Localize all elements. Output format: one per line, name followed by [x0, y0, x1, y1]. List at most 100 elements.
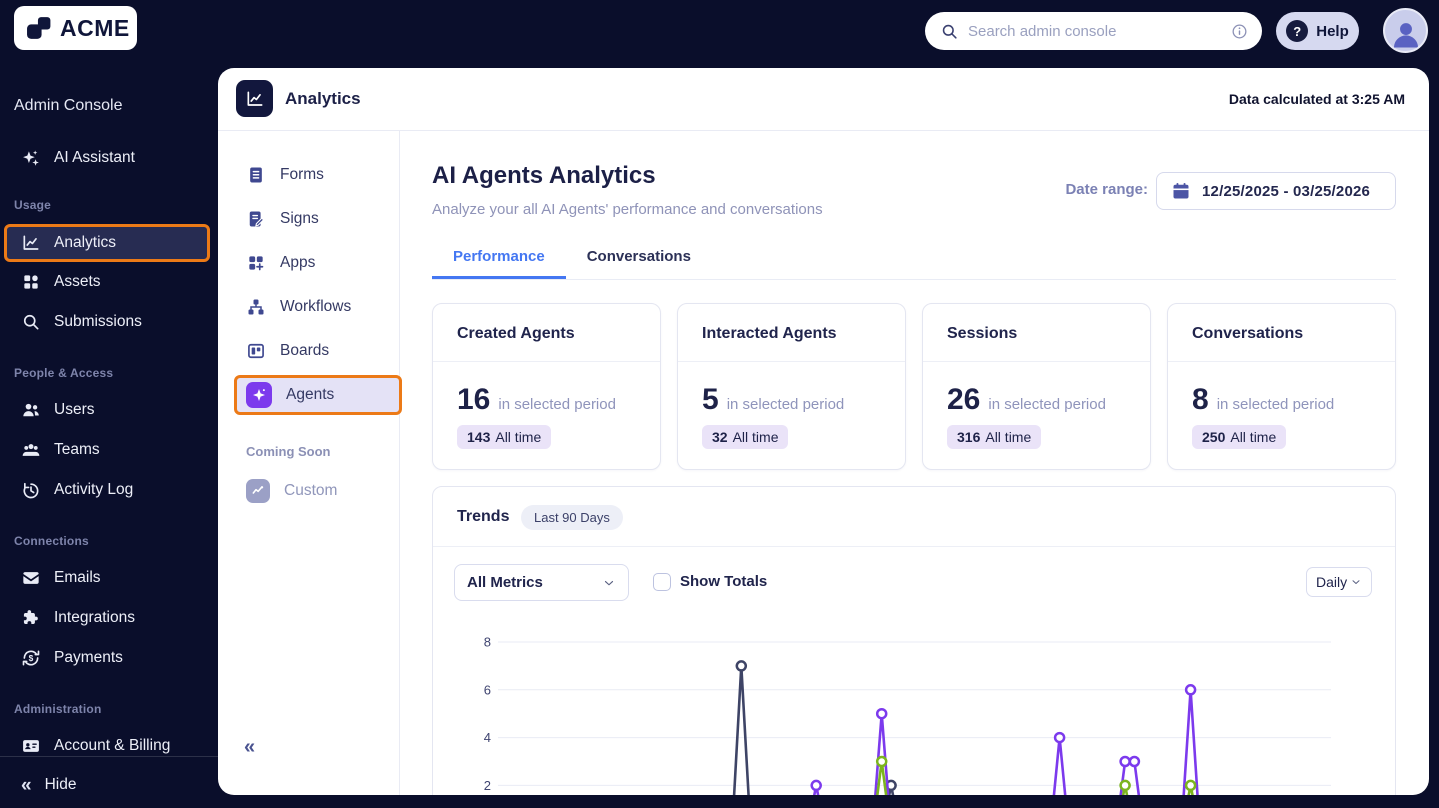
- subnav-item-apps[interactable]: Apps: [234, 244, 394, 282]
- date-range-input[interactable]: 12/25/2025 - 03/25/2026: [1156, 172, 1396, 210]
- card-divider: [923, 361, 1150, 362]
- sidebar-item-ai-assistant[interactable]: AI Assistant: [4, 139, 210, 177]
- sidebar-item-analytics[interactable]: Analytics: [4, 224, 210, 262]
- all-time-label: All time: [985, 429, 1032, 445]
- metric-card-conversations: Conversations 8 in selected period 250 A…: [1167, 303, 1396, 470]
- dollar-cycle-icon: $: [21, 648, 41, 668]
- all-time-label: All time: [1230, 429, 1277, 445]
- sidebar-item-label: Assets: [54, 273, 101, 290]
- interval-select-value: Daily: [1316, 574, 1348, 590]
- all-time-label: All time: [732, 429, 779, 445]
- section-label-connections: Connections: [14, 534, 89, 548]
- show-totals-label: Show Totals: [680, 573, 768, 590]
- avatar[interactable]: [1383, 8, 1428, 53]
- search-bar[interactable]: [925, 12, 1262, 50]
- subnav-item-label: Signs: [280, 210, 319, 227]
- metric-caption: in selected period: [726, 396, 845, 413]
- sidebar-item-label: Teams: [54, 441, 100, 458]
- sidebar-item-emails[interactable]: Emails: [4, 559, 210, 597]
- card-divider: [433, 361, 660, 362]
- sidebar-item-label: Integrations: [54, 609, 135, 626]
- all-time-badge: 250 All time: [1192, 425, 1287, 449]
- kanban-icon: [246, 341, 266, 361]
- collapse-subnav-button[interactable]: «: [244, 736, 256, 758]
- search-input[interactable]: [968, 22, 1221, 40]
- subnav-item-label: Apps: [280, 254, 316, 271]
- metric-card-title: Interacted Agents: [702, 325, 837, 342]
- sidebar-item-integrations[interactable]: Integrations: [4, 599, 210, 637]
- tab-performance[interactable]: Performance: [432, 240, 566, 279]
- calendar-icon: [1171, 181, 1191, 201]
- all-time-value: 316: [957, 429, 981, 445]
- show-totals-checkbox[interactable]: [653, 573, 671, 591]
- all-time-value: 32: [712, 429, 728, 445]
- svg-text:2: 2: [484, 778, 491, 793]
- sidebar-item-label: Account & Billing: [54, 737, 171, 754]
- envelope-icon: [21, 568, 41, 588]
- section-label-administration: Administration: [14, 702, 102, 716]
- metric-card-interacted-agents: Interacted Agents 5 in selected period 3…: [677, 303, 906, 470]
- help-label: Help: [1316, 22, 1349, 40]
- section-label-usage: Usage: [14, 198, 52, 212]
- metrics-select-value: All Metrics: [467, 574, 543, 591]
- double-chevron-left-icon: «: [21, 774, 32, 796]
- subnav-divider: [399, 130, 400, 795]
- sidebar-item-submissions[interactable]: Submissions: [4, 303, 210, 341]
- svg-text:4: 4: [484, 730, 491, 745]
- acme-logo[interactable]: ACME: [14, 6, 137, 50]
- panel-title: Analytics: [285, 89, 361, 108]
- person-icon: [1393, 23, 1418, 48]
- subnav-item-label: Forms: [280, 166, 324, 183]
- main-panel: Analytics Data calculated at 3:25 AM For…: [218, 68, 1429, 795]
- sidebar-item-teams[interactable]: Teams: [4, 431, 210, 469]
- subnav-item-custom[interactable]: Custom: [234, 472, 394, 510]
- search-icon: [940, 22, 959, 41]
- subnav-item-workflows[interactable]: Workflows: [234, 288, 394, 326]
- subnav-item-forms[interactable]: Forms: [234, 156, 394, 194]
- tab-conversations[interactable]: Conversations: [586, 248, 691, 265]
- shapes-icon: [21, 272, 41, 292]
- trends-title: Trends: [457, 508, 510, 525]
- sidebar-item-assets[interactable]: Assets: [4, 263, 210, 301]
- page-subtitle: Analyze your all AI Agents' performance …: [432, 201, 823, 218]
- logo-text: ACME: [60, 14, 130, 41]
- sparkles-icon: [21, 148, 41, 168]
- all-time-badge: 316 All time: [947, 425, 1042, 449]
- subnav-item-agents[interactable]: Agents: [234, 375, 402, 415]
- metric-value: 8: [1192, 383, 1209, 416]
- trends-chart: 8 6 4 2: [433, 627, 1397, 795]
- analytics-app-icon: [236, 80, 273, 117]
- sparkle-icon: [246, 382, 272, 408]
- subnav-item-boards[interactable]: Boards: [234, 332, 394, 370]
- info-icon[interactable]: [1230, 22, 1249, 41]
- subnav-item-signs[interactable]: Signs: [234, 200, 394, 238]
- metric-caption: in selected period: [988, 396, 1106, 413]
- date-range-label: Date range:: [1065, 181, 1148, 198]
- sidebar-item-users[interactable]: Users: [4, 391, 210, 429]
- chart-line-icon: [21, 233, 41, 253]
- sidebar-item-payments[interactable]: $ Payments: [4, 639, 210, 677]
- sidebar-item-label: AI Assistant: [54, 149, 135, 166]
- question-icon: ?: [1286, 20, 1309, 42]
- sidebar-divider: [0, 756, 218, 757]
- page-title: AI Agents Analytics: [432, 162, 656, 189]
- metric-value: 5: [702, 383, 719, 416]
- sidebar-item-account-billing[interactable]: Account & Billing: [4, 727, 210, 765]
- metric-card-title: Created Agents: [457, 325, 575, 342]
- metric-caption: in selected period: [498, 396, 616, 413]
- custom-chart-icon: [246, 479, 270, 503]
- sidebar-title: Admin Console: [14, 97, 123, 114]
- interval-select[interactable]: Daily: [1306, 567, 1372, 597]
- trends-period-badge: Last 90 Days: [521, 505, 623, 530]
- puzzle-icon: [21, 608, 41, 628]
- tab-bar: Performance Conversations: [432, 240, 1396, 280]
- sidebar-hide-button[interactable]: « Hide: [4, 766, 210, 804]
- subnav-item-label: Workflows: [280, 298, 352, 315]
- sidebar-item-activity-log[interactable]: Activity Log: [4, 471, 210, 509]
- help-button[interactable]: ? Help: [1276, 12, 1359, 50]
- metrics-select[interactable]: All Metrics: [454, 564, 629, 601]
- workflow-icon: [246, 297, 266, 317]
- all-time-label: All time: [495, 429, 542, 445]
- svg-text:6: 6: [484, 682, 491, 697]
